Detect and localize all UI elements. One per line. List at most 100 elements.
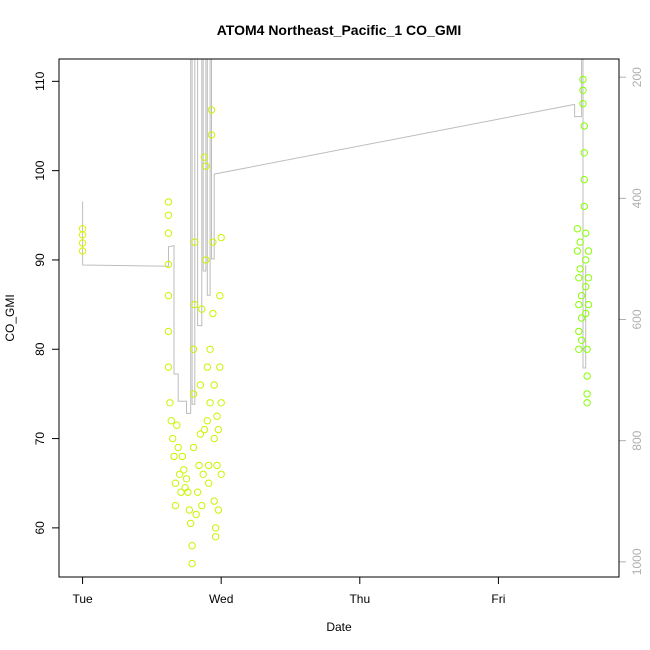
data-point — [583, 372, 591, 380]
data-point — [202, 256, 210, 264]
data-point — [576, 265, 584, 273]
data-point — [191, 300, 199, 309]
data-point — [164, 292, 173, 300]
x-tick-label: Tue — [72, 592, 93, 606]
data-point — [164, 211, 173, 220]
data-point — [164, 363, 173, 371]
data-point — [182, 475, 191, 483]
data-point — [202, 162, 210, 170]
data-point — [582, 256, 590, 264]
data-point — [584, 274, 593, 282]
data-point — [211, 533, 220, 541]
data-point — [175, 470, 184, 478]
data-point — [579, 75, 587, 84]
data-point — [196, 381, 205, 389]
x-tick-label: Thu — [349, 592, 370, 606]
data-point — [207, 131, 216, 139]
data-point — [188, 559, 196, 568]
data-point — [211, 524, 220, 532]
data-point — [575, 345, 583, 353]
data-point — [579, 86, 587, 95]
y2-tick-label: 1000 — [630, 548, 644, 575]
data-point — [174, 443, 182, 452]
data-point — [216, 292, 224, 300]
data-point — [196, 430, 205, 438]
data-point — [206, 345, 214, 353]
data-point — [198, 305, 206, 313]
data-point — [180, 466, 188, 474]
data-point — [189, 443, 198, 452]
data-point — [209, 309, 217, 318]
data-point — [189, 390, 198, 398]
data-point — [188, 542, 196, 550]
data-point — [216, 363, 224, 371]
data-point — [207, 106, 216, 114]
data-point — [573, 247, 582, 255]
y-tick-label: 90 — [33, 253, 47, 267]
secondary-line — [82, 58, 587, 414]
x-tick-label: Fri — [491, 592, 505, 606]
data-point — [583, 390, 591, 398]
data-point — [164, 260, 173, 269]
data-point — [167, 417, 176, 425]
y-tick-label: 100 — [33, 160, 47, 180]
data-point — [584, 300, 593, 309]
y2-tick-label: 200 — [630, 67, 644, 87]
data-point — [193, 488, 202, 496]
data-point — [171, 479, 180, 487]
data-point — [580, 122, 588, 130]
plot-frame — [58, 58, 620, 578]
data-point — [184, 488, 192, 496]
data-point — [575, 327, 583, 336]
data-point — [583, 399, 591, 407]
data-point — [213, 412, 221, 420]
data-point — [217, 233, 225, 242]
data-point — [195, 461, 203, 470]
data-point — [577, 292, 586, 300]
x-axis-label: Date — [326, 620, 352, 634]
y-tick-label: 60 — [33, 521, 47, 535]
data-point — [209, 238, 217, 246]
y2-tick-label: 400 — [630, 188, 644, 208]
data-point — [205, 461, 213, 470]
data-point — [199, 470, 207, 478]
data-point — [582, 283, 590, 291]
x-tick-label: Wed — [209, 592, 233, 606]
data-point — [580, 149, 588, 157]
data-point — [78, 231, 87, 239]
data-point — [214, 425, 223, 434]
data-point — [78, 239, 87, 247]
data-point — [576, 238, 584, 246]
y2-tick-label: 600 — [630, 309, 644, 329]
data-point — [200, 153, 209, 161]
data-point — [185, 506, 194, 514]
data-point — [171, 501, 180, 510]
data-point — [192, 510, 200, 519]
data-point — [213, 461, 221, 470]
y2-tick-label: 800 — [630, 430, 644, 450]
data-point — [573, 225, 582, 233]
data-point — [173, 421, 181, 429]
data-point — [575, 274, 583, 282]
data-point — [577, 336, 586, 344]
data-point — [210, 381, 218, 389]
y-tick-label: 70 — [33, 432, 47, 446]
data-point — [170, 452, 178, 461]
y-axis-label: CO_GMI — [3, 294, 17, 341]
data-point — [580, 175, 588, 184]
data-point — [214, 506, 223, 514]
data-point — [579, 100, 587, 108]
data-point — [200, 425, 209, 434]
points-layer — [78, 75, 593, 568]
data-point — [584, 247, 593, 255]
axes-layer: Tue Wed Thu Fri 60 70 80 90 100 110 200 400 600 800 10… — [33, 67, 644, 606]
data-point — [169, 434, 177, 443]
data-point — [577, 314, 586, 322]
data-point — [205, 479, 213, 487]
data-point — [582, 229, 590, 237]
data-point — [206, 399, 214, 407]
data-point — [187, 519, 195, 528]
data-point — [583, 345, 591, 353]
data-point — [582, 309, 590, 318]
